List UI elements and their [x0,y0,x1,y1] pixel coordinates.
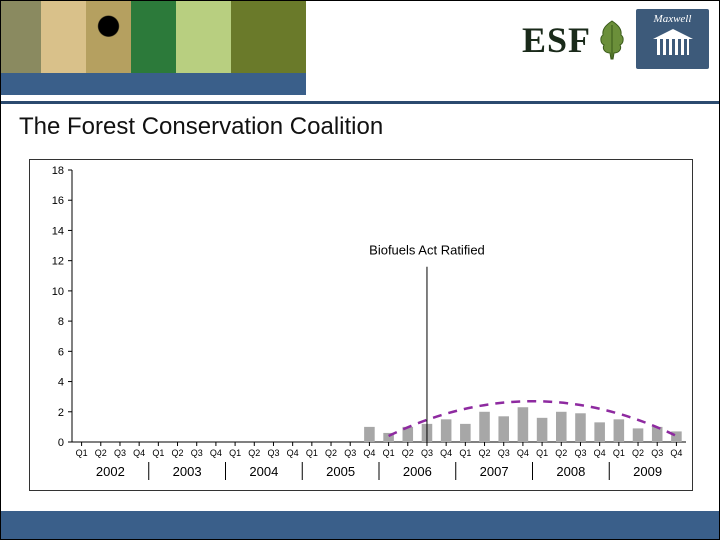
svg-text:Q4: Q4 [210,448,222,458]
svg-text:2002: 2002 [96,464,125,479]
svg-text:Q1: Q1 [306,448,318,458]
svg-text:Q2: Q2 [248,448,260,458]
svg-text:10: 10 [52,286,64,298]
svg-text:2006: 2006 [403,464,432,479]
svg-text:Q1: Q1 [76,448,88,458]
svg-text:8: 8 [58,316,64,328]
svg-text:Q2: Q2 [95,448,107,458]
svg-text:Q3: Q3 [267,448,279,458]
svg-text:Q2: Q2 [555,448,567,458]
chart-area: 0 2 4 6 8 10 12 14 16 18 Q1 Q2 Q3 Q4 Q1 Q2 Q3 Q4 Q1 Q2 Q3 Q4 Q… [29,159,693,491]
svg-text:Q2: Q2 [172,448,184,458]
svg-text:Q2: Q2 [325,448,337,458]
svg-text:Q3: Q3 [114,448,126,458]
svg-text:16: 16 [52,195,64,207]
svg-text:Q3: Q3 [344,448,356,458]
svg-text:Biofuels Act Ratified: Biofuels Act Ratified [369,243,485,258]
maxwell-logo-text: Maxwell [654,13,692,25]
esf-logo-text: ESF [522,19,591,61]
svg-text:18: 18 [52,165,64,177]
svg-text:Q3: Q3 [651,448,663,458]
svg-text:Q3: Q3 [421,448,433,458]
esf-logo: ESF [522,19,627,61]
svg-text:Q2: Q2 [632,448,644,458]
svg-text:4: 4 [58,377,64,389]
chart-svg: 0 2 4 6 8 10 12 14 16 18 Q1 Q2 Q3 Q4 Q1 Q2 Q3 Q4 Q1 Q2 Q3 Q4 Q… [30,160,692,490]
building-icon [653,29,693,55]
maxwell-logo: Maxwell [636,9,709,69]
svg-text:Q4: Q4 [363,448,375,458]
svg-text:Q2: Q2 [479,448,491,458]
svg-text:2007: 2007 [480,464,509,479]
header-photo-strip [1,1,306,73]
svg-text:Q2: Q2 [402,448,414,458]
header-blue-strip [1,73,306,95]
svg-text:2: 2 [58,407,64,419]
footer-blue-bar [1,511,719,539]
svg-text:Q4: Q4 [440,448,452,458]
svg-text:Q3: Q3 [191,448,203,458]
svg-text:Q4: Q4 [670,448,682,458]
svg-text:Q1: Q1 [536,448,548,458]
svg-text:Q1: Q1 [152,448,164,458]
oak-leaf-icon [597,19,627,61]
svg-text:2005: 2005 [326,464,355,479]
svg-text:Q4: Q4 [133,448,145,458]
svg-text:Q1: Q1 [459,448,471,458]
svg-text:14: 14 [52,225,64,237]
svg-text:Q3: Q3 [498,448,510,458]
svg-text:2008: 2008 [556,464,585,479]
slide-header: ESF Maxwell [1,1,719,104]
svg-text:Q1: Q1 [229,448,241,458]
svg-text:Q4: Q4 [594,448,606,458]
svg-text:0: 0 [58,437,64,449]
svg-text:12: 12 [52,256,64,268]
svg-text:Q4: Q4 [517,448,529,458]
svg-text:Q1: Q1 [383,448,395,458]
slide-title: The Forest Conservation Coalition [19,113,383,141]
svg-text:Q4: Q4 [287,448,299,458]
svg-text:2003: 2003 [173,464,202,479]
svg-text:6: 6 [58,346,64,358]
svg-text:2004: 2004 [249,464,278,479]
svg-text:Q1: Q1 [613,448,625,458]
svg-text:Q3: Q3 [574,448,586,458]
svg-text:2009: 2009 [633,464,662,479]
